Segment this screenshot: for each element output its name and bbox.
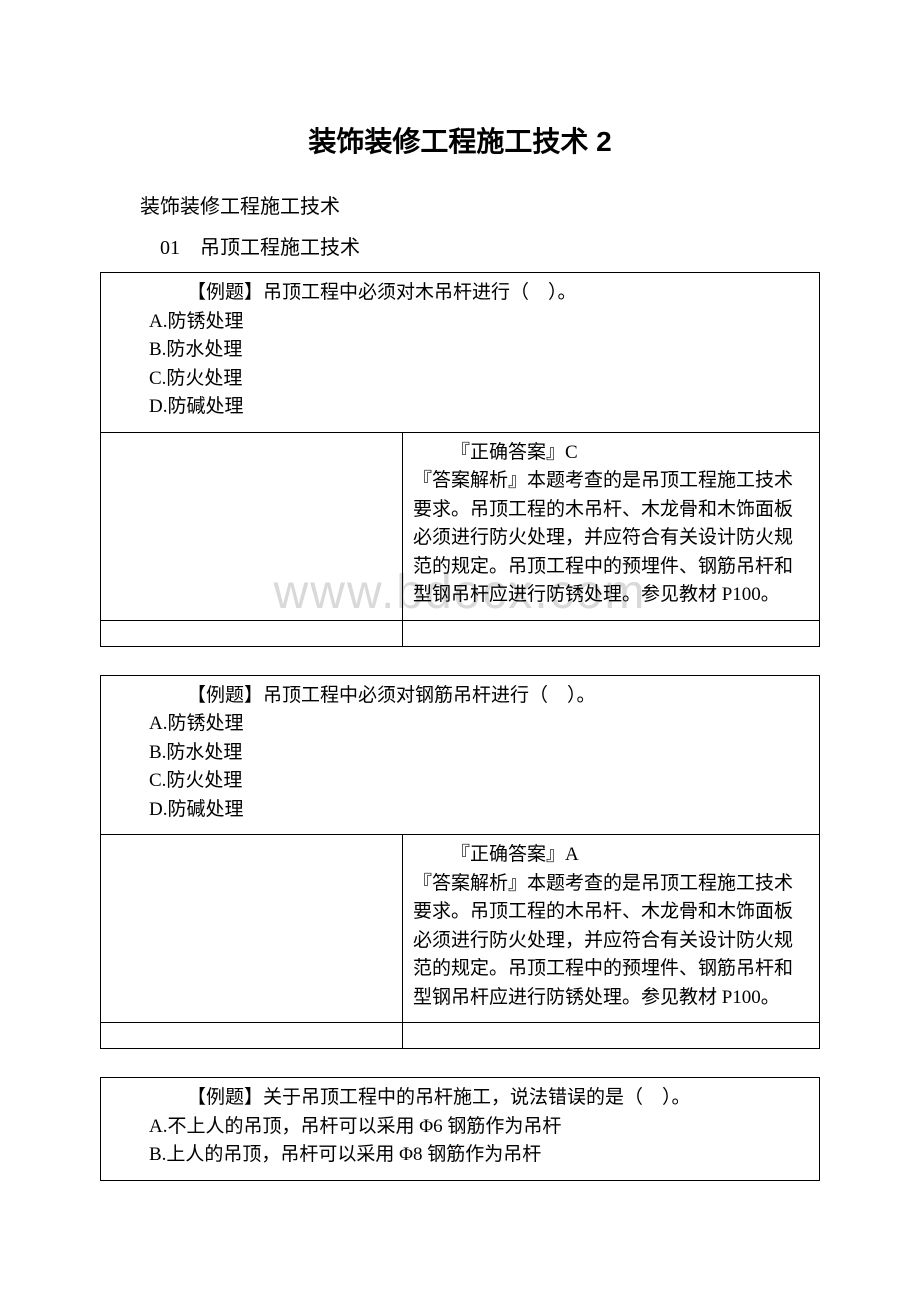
question-table: 【例题】关于吊顶工程中的吊杆施工，说法错误的是（ ）。A.不上人的吊顶，吊杆可以… xyxy=(100,1077,820,1181)
question-option: B.上人的吊顶，吊杆可以采用 Φ8 钢筋作为吊杆 xyxy=(149,1141,799,1170)
question-option: A.防锈处理 xyxy=(149,710,799,739)
question-stem: 【例题】吊顶工程中必须对钢筋吊杆进行（ ）。 xyxy=(149,682,799,711)
question-option: B.防水处理 xyxy=(149,739,799,768)
question-option: A.防锈处理 xyxy=(149,308,799,337)
answer-label: 『正确答案』C xyxy=(413,439,809,468)
question-cell: 【例题】关于吊顶工程中的吊杆施工，说法错误的是（ ）。A.不上人的吊顶，吊杆可以… xyxy=(101,1078,820,1181)
question-table: 【例题】吊顶工程中必须对钢筋吊杆进行（ ）。A.防锈处理B.防水处理C.防火处理… xyxy=(100,675,820,1050)
empty-row xyxy=(101,620,820,646)
question-option: D.防碱处理 xyxy=(149,796,799,825)
question-stem: 【例题】吊顶工程中必须对木吊杆进行（ ）。 xyxy=(149,279,799,308)
page-title: 装饰装修工程施工技术 2 xyxy=(100,120,820,160)
answer-right-cell: 『正确答案』A『答案解析』本题考查的是吊顶工程施工技术要求。吊顶工程的木吊杆、木… xyxy=(402,835,819,1023)
question-option: A.不上人的吊顶，吊杆可以采用 Φ6 钢筋作为吊杆 xyxy=(149,1113,799,1142)
answer-label: 『正确答案』A xyxy=(413,841,809,870)
questions-container: 【例题】吊顶工程中必须对木吊杆进行（ ）。A.防锈处理B.防水处理C.防火处理D… xyxy=(100,272,820,1181)
question-option: C.防火处理 xyxy=(149,365,799,394)
question-option: B.防水处理 xyxy=(149,336,799,365)
question-table: 【例题】吊顶工程中必须对木吊杆进行（ ）。A.防锈处理B.防水处理C.防火处理D… xyxy=(100,272,820,647)
question-stem: 【例题】关于吊顶工程中的吊杆施工，说法错误的是（ ）。 xyxy=(149,1084,799,1113)
section-heading: 01 吊顶工程施工技术 xyxy=(160,231,820,260)
page-subtitle: 装饰装修工程施工技术 xyxy=(140,190,820,219)
answer-left-cell xyxy=(101,432,403,620)
question-cell: 【例题】吊顶工程中必须对钢筋吊杆进行（ ）。A.防锈处理B.防水处理C.防火处理… xyxy=(101,675,820,835)
answer-analysis: 『答案解析』本题考查的是吊顶工程施工技术要求。吊顶工程的木吊杆、木龙骨和木饰面板… xyxy=(413,870,809,1013)
question-option: C.防火处理 xyxy=(149,767,799,796)
question-cell: 【例题】吊顶工程中必须对木吊杆进行（ ）。A.防锈处理B.防水处理C.防火处理D… xyxy=(101,273,820,433)
content-layer: 装饰装修工程施工技术 2 装饰装修工程施工技术 01 吊顶工程施工技术 【例题】… xyxy=(100,120,820,1181)
answer-analysis: 『答案解析』本题考查的是吊顶工程施工技术要求。吊顶工程的木吊杆、木龙骨和木饰面板… xyxy=(413,467,809,610)
question-option: D.防碱处理 xyxy=(149,393,799,422)
answer-right-cell: 『正确答案』C『答案解析』本题考查的是吊顶工程施工技术要求。吊顶工程的木吊杆、木… xyxy=(402,432,819,620)
answer-left-cell xyxy=(101,835,403,1023)
empty-row xyxy=(101,1023,820,1049)
